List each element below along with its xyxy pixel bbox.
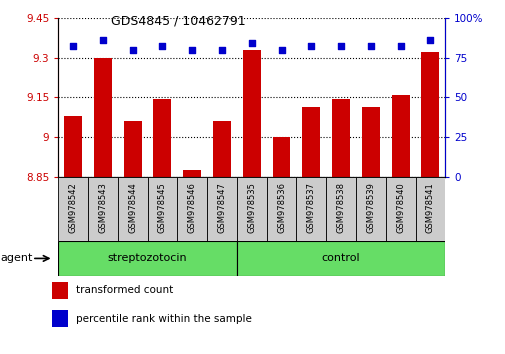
Point	[307, 44, 315, 49]
Bar	[361, 107, 379, 177]
Point	[247, 40, 256, 46]
Bar	[242, 50, 260, 177]
Bar	[331, 99, 349, 177]
Bar	[118, 177, 147, 241]
Bar	[236, 177, 266, 241]
Bar	[52, 282, 68, 299]
Bar	[183, 170, 200, 177]
Text: GSM978539: GSM978539	[366, 182, 375, 233]
Text: GSM978540: GSM978540	[395, 182, 405, 233]
Bar	[236, 241, 444, 276]
Text: GSM978544: GSM978544	[128, 182, 137, 233]
Point	[188, 47, 196, 52]
Bar	[385, 177, 415, 241]
Text: GSM978547: GSM978547	[217, 182, 226, 233]
Point	[69, 44, 77, 49]
Text: GSM978541: GSM978541	[425, 182, 434, 233]
Bar	[153, 99, 171, 177]
Text: control: control	[321, 253, 360, 263]
Point	[426, 37, 434, 43]
Bar	[147, 177, 177, 241]
Text: agent: agent	[0, 253, 32, 263]
Bar	[213, 121, 230, 177]
Point	[218, 47, 226, 52]
Bar	[326, 177, 355, 241]
Bar	[421, 52, 438, 177]
Point	[277, 47, 285, 52]
Bar	[58, 177, 88, 241]
Text: streptozotocin: streptozotocin	[108, 253, 187, 263]
Text: percentile rank within the sample: percentile rank within the sample	[76, 314, 251, 324]
Bar	[266, 177, 296, 241]
Text: GSM978535: GSM978535	[247, 182, 256, 233]
Text: GDS4845 / 10462791: GDS4845 / 10462791	[111, 14, 245, 27]
Bar	[64, 116, 82, 177]
Point	[366, 44, 374, 49]
Bar	[296, 177, 326, 241]
Point	[396, 44, 404, 49]
Text: GSM978546: GSM978546	[187, 182, 196, 233]
Text: GSM978537: GSM978537	[306, 182, 315, 233]
Point	[128, 47, 136, 52]
Text: transformed count: transformed count	[76, 285, 173, 295]
Text: GSM978542: GSM978542	[69, 182, 77, 233]
Bar	[177, 177, 207, 241]
Text: GSM978545: GSM978545	[158, 182, 167, 233]
Text: GSM978536: GSM978536	[276, 182, 285, 233]
Bar	[415, 177, 444, 241]
Bar	[272, 137, 290, 177]
Bar	[58, 241, 236, 276]
Bar	[88, 177, 118, 241]
Bar	[207, 177, 236, 241]
Bar	[52, 310, 68, 327]
Point	[336, 44, 344, 49]
Bar	[391, 95, 409, 177]
Bar	[355, 177, 385, 241]
Point	[158, 44, 166, 49]
Text: GSM978543: GSM978543	[98, 182, 107, 233]
Point	[98, 37, 107, 43]
Bar	[123, 121, 141, 177]
Bar	[94, 57, 112, 177]
Bar	[302, 107, 320, 177]
Text: GSM978538: GSM978538	[336, 182, 345, 233]
